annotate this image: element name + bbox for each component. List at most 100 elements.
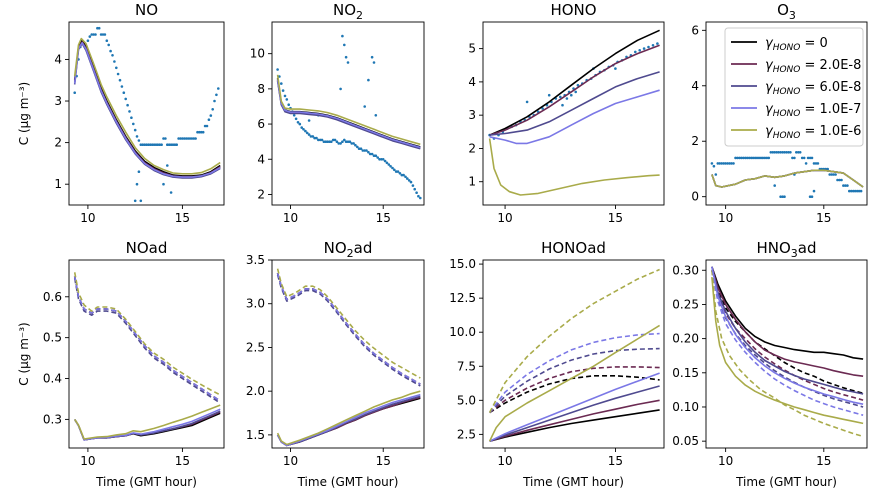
series-line-solid-3 <box>489 89 660 145</box>
obs-point <box>838 178 841 182</box>
series-line-dashed-3 <box>73 276 221 402</box>
series-line-solid-2 <box>489 71 660 136</box>
y-tick-label: 4 <box>54 52 62 66</box>
obs-point <box>779 195 782 198</box>
series-line-solid-9 <box>276 390 421 446</box>
legend-subscript: HONO <box>773 131 801 141</box>
obs-point <box>196 130 199 134</box>
obs-point <box>814 162 818 165</box>
panel-o3: 10 15 0 2 4 6 O3 <box>691 1 868 225</box>
series-line-solid-6 <box>711 266 864 377</box>
obs-point <box>824 167 828 171</box>
legend-entry: γHONO = 2.0E-8 <box>731 58 861 75</box>
series-line-solid-8 <box>489 372 660 442</box>
obs-point <box>324 140 328 143</box>
obs-point <box>783 195 786 198</box>
y-tick-label: 0.25 <box>672 297 699 311</box>
axes-frame <box>271 259 425 449</box>
y-axis-label: C (μg m⁻³) <box>17 82 31 145</box>
obs-point <box>367 78 370 82</box>
legend-symbol: γ <box>765 36 774 51</box>
obs-point <box>806 156 810 160</box>
panel-title-subscript: 2 <box>347 247 354 260</box>
x-axis-label: Time (GMT hour) <box>95 475 197 489</box>
obs-point <box>387 163 391 166</box>
obs-point <box>281 89 285 92</box>
obs-point <box>99 33 103 36</box>
obs-point <box>836 178 839 182</box>
obs-point <box>734 156 737 160</box>
obs-point <box>135 182 139 186</box>
obs-point <box>302 128 305 131</box>
y-tick-label: 2 <box>468 141 476 155</box>
obs-point <box>800 156 804 160</box>
y-tick-label: 0.05 <box>672 434 699 448</box>
obs-point <box>859 189 863 193</box>
series-line-solid-0 <box>73 39 221 177</box>
series-line-solid-9 <box>488 324 661 442</box>
legend-entry: γHONO = 1.0E-6 <box>731 124 861 141</box>
x-tick-label: 15 <box>816 211 831 225</box>
series-line-solid-3 <box>73 41 221 178</box>
series-line-solid-2 <box>73 42 221 179</box>
obs-point <box>738 156 741 160</box>
series-line-solid-7 <box>489 385 660 442</box>
obs-point <box>359 147 363 150</box>
obs-point <box>357 147 361 150</box>
series-line-solid-8 <box>711 266 864 405</box>
obs-point <box>376 156 380 159</box>
obs-point <box>415 191 418 194</box>
obs-point <box>344 55 348 59</box>
obs-point <box>374 154 378 157</box>
obs-point <box>380 158 383 161</box>
series-line-solid-5 <box>74 412 221 441</box>
series-line-dashed-2 <box>489 347 660 414</box>
obs-point <box>385 161 389 165</box>
obs-point <box>132 122 135 126</box>
series-line-solid-6 <box>489 399 660 442</box>
panel-title-main: O <box>777 1 789 19</box>
x-tick-label: 15 <box>816 454 831 468</box>
obs-point <box>411 184 415 187</box>
obs-point <box>317 138 320 142</box>
obs-point <box>143 143 146 146</box>
x-tick-label: 10 <box>80 454 95 468</box>
panel-title: O3 <box>777 1 796 22</box>
obs-point <box>751 156 755 160</box>
legend-symbol: γ <box>765 58 774 73</box>
obs-point <box>298 122 302 126</box>
panel-title-subscript: 3 <box>791 247 798 260</box>
obs-point <box>88 35 92 38</box>
obs-point <box>832 173 835 176</box>
obs-point <box>304 129 307 133</box>
obs-point <box>217 87 220 90</box>
series-line-dashed-2 <box>276 274 421 387</box>
obs-point <box>747 156 751 160</box>
panel-title: NO <box>135 1 158 19</box>
obs-point <box>335 140 339 143</box>
obs-point <box>330 140 333 143</box>
legend-value: = 2.0E-8 <box>800 58 861 73</box>
obs-point <box>773 184 776 187</box>
obs-point <box>740 156 743 160</box>
series-lines <box>711 169 864 188</box>
y-tick-label: 3.0 <box>246 297 265 311</box>
obs-point <box>96 26 99 30</box>
obs-point <box>173 143 177 146</box>
obs-point <box>211 108 214 111</box>
panel-title: HONOad <box>541 239 606 257</box>
obs-point <box>797 151 800 154</box>
obs-point <box>309 135 313 138</box>
obs-point <box>352 142 355 145</box>
obs-point <box>728 162 731 165</box>
series-line-solid-9 <box>74 404 221 440</box>
obs-point <box>753 156 757 160</box>
observation-points <box>276 34 422 200</box>
obs-point <box>113 60 116 63</box>
obs-point <box>341 140 344 143</box>
obs-point <box>278 75 281 78</box>
obs-point <box>547 93 551 97</box>
series-lines <box>711 266 864 438</box>
obs-point <box>190 137 194 140</box>
obs-point <box>166 164 169 167</box>
